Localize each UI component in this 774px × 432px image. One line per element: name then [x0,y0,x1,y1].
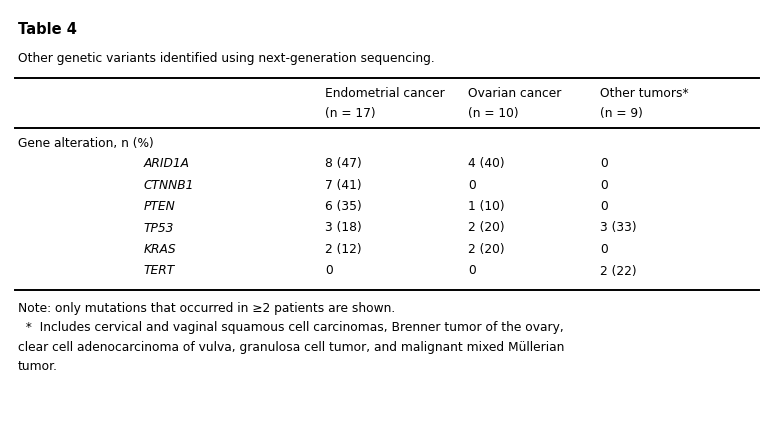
Text: 3 (33): 3 (33) [600,222,636,235]
Text: 6 (35): 6 (35) [325,200,361,213]
Text: 8 (47): 8 (47) [325,157,361,170]
Text: 7 (41): 7 (41) [325,178,361,191]
Text: Gene alteration, n (%): Gene alteration, n (%) [18,137,154,150]
Text: 2 (20): 2 (20) [468,222,505,235]
Text: 4 (40): 4 (40) [468,157,505,170]
Text: 0: 0 [600,200,608,213]
Text: (n = 10): (n = 10) [468,107,519,120]
Text: tumor.: tumor. [18,360,58,374]
Text: TERT: TERT [143,264,174,277]
Text: (n = 9): (n = 9) [600,107,642,120]
Text: 0: 0 [325,264,333,277]
Text: 0: 0 [600,157,608,170]
Text: Ovarian cancer: Ovarian cancer [468,87,562,100]
Text: clear cell adenocarcinoma of vulva, granulosa cell tumor, and malignant mixed Mü: clear cell adenocarcinoma of vulva, gran… [18,341,564,354]
Text: (n = 17): (n = 17) [325,107,375,120]
Text: Other tumors*: Other tumors* [600,87,689,100]
Text: Other genetic variants identified using next-generation sequencing.: Other genetic variants identified using … [18,52,435,65]
Text: 0: 0 [468,178,476,191]
Text: Table 4: Table 4 [18,22,77,37]
Text: 0: 0 [600,178,608,191]
Text: Note: only mutations that occurred in ≥2 patients are shown.: Note: only mutations that occurred in ≥2… [18,302,396,315]
Text: ARID1A: ARID1A [143,157,189,170]
Text: 0: 0 [468,264,476,277]
Text: CTNNB1: CTNNB1 [143,178,194,191]
Text: *  Includes cervical and vaginal squamous cell carcinomas, Brenner tumor of the : * Includes cervical and vaginal squamous… [18,321,563,334]
Text: Endometrial cancer: Endometrial cancer [325,87,445,100]
Text: 2 (22): 2 (22) [600,264,636,277]
Text: 2 (12): 2 (12) [325,243,361,256]
Text: 3 (18): 3 (18) [325,222,361,235]
Text: TP53: TP53 [143,222,173,235]
Text: 2 (20): 2 (20) [468,243,505,256]
Text: KRAS: KRAS [143,243,176,256]
Text: PTEN: PTEN [143,200,175,213]
Text: 1 (10): 1 (10) [468,200,505,213]
Text: 0: 0 [600,243,608,256]
